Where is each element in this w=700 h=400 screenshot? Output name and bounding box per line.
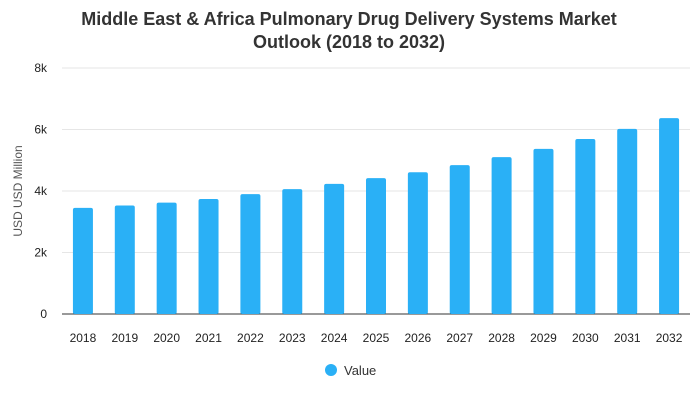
legend[interactable]: Value [325,363,376,378]
y-tick-label: 8k [34,61,48,75]
bar-2018[interactable] [72,207,93,314]
legend-label: Value [344,363,376,378]
x-tick-label: 2030 [572,331,599,345]
x-tick-label: 2022 [237,331,264,345]
x-tick-label: 2023 [279,331,306,345]
x-tick-label: 2021 [195,331,222,345]
y-tick-label: 6k [34,123,48,137]
x-tick-label: 2031 [614,331,641,345]
bar-2027[interactable] [449,165,470,314]
x-tick-label: 2020 [153,331,180,345]
chart-title-line-2: Outlook (2018 to 2032) [253,32,445,52]
bar-2028[interactable] [491,157,512,314]
x-axis-ticks: 2018 2019 2020 2021 2022 2023 2024 2025 2026 2027… [70,331,683,345]
x-tick-label: 2032 [656,331,683,345]
bar-2023[interactable] [282,189,303,314]
x-tick-label: 2027 [446,331,473,345]
y-tick-label: 0 [40,307,47,321]
bar-2019[interactable] [114,205,135,314]
bars [72,118,680,314]
bar-2030[interactable] [575,139,596,314]
chart-title-line-1: Middle East & Africa Pulmonary Drug Deli… [81,9,617,29]
bar-2020[interactable] [156,202,177,314]
bar-2029[interactable] [533,148,554,314]
bar-2024[interactable] [324,183,345,314]
x-tick-label: 2025 [363,331,390,345]
bar-2032[interactable] [659,118,680,314]
bar-2031[interactable] [617,128,638,314]
y-axis-ticks: 0 2k 4k 6k 8k [34,61,48,321]
bar-2025[interactable] [366,178,386,314]
bar-2026[interactable] [407,172,428,314]
x-tick-label: 2028 [488,331,515,345]
y-tick-label: 2k [34,246,48,260]
x-tick-label: 2018 [70,331,97,345]
bar-2022[interactable] [240,194,261,314]
y-tick-label: 4k [34,184,48,198]
x-tick-label: 2019 [111,331,138,345]
x-tick-label: 2029 [530,331,557,345]
x-tick-label: 2026 [405,331,432,345]
y-axis-label: USD USD Million [11,145,25,236]
bar-2021[interactable] [198,198,219,314]
legend-marker [325,364,337,376]
x-tick-label: 2024 [321,331,348,345]
